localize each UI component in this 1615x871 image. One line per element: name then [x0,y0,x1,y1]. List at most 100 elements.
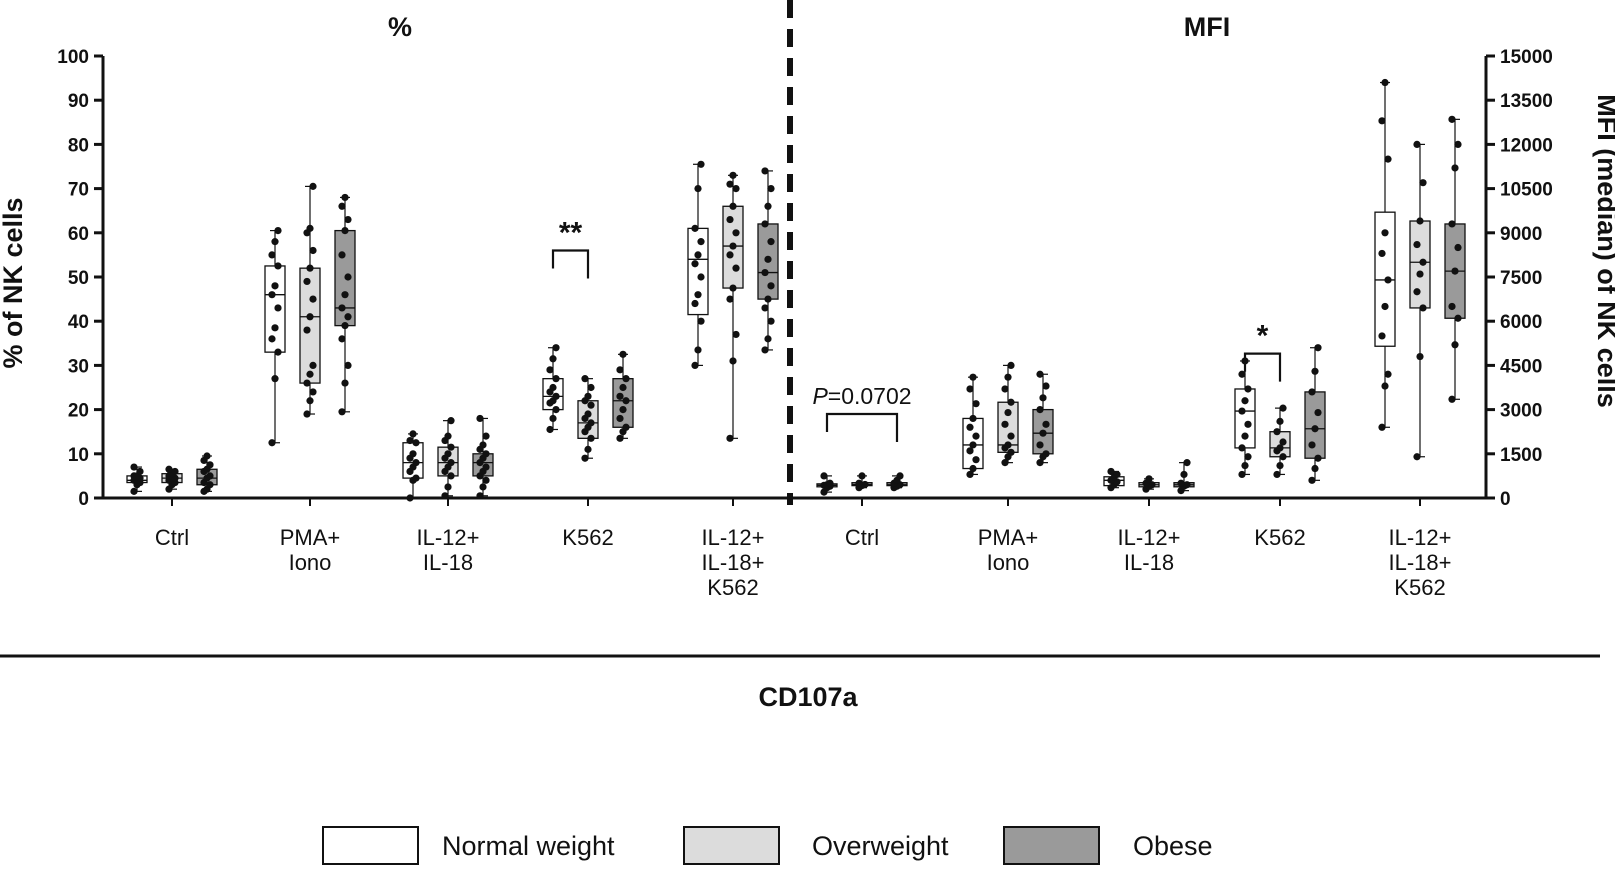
data-point [409,430,417,438]
data-point [1007,432,1015,440]
y-tick-label: 9000 [1500,224,1542,245]
data-point [1384,370,1392,378]
data-point [546,366,554,374]
data-point [1451,164,1459,172]
data-point [1004,408,1012,417]
data-point [1036,406,1044,414]
data-point [1039,429,1047,437]
data-point [972,400,980,408]
data-point [761,220,769,228]
data-point [694,251,702,259]
data-point [1416,270,1424,278]
data-point [1314,454,1322,462]
data-point [306,370,314,378]
category-label: IL-12+ IL-18 [417,525,480,575]
data-point [1416,352,1424,361]
y-tick-label: 15000 [1500,47,1553,68]
panel-title: MFI [1184,12,1231,42]
box-overweight [1269,431,1291,458]
data-point [341,322,349,330]
data-point [476,492,484,500]
data-point [479,483,487,491]
data-point [761,268,769,277]
data-point [171,467,179,476]
y-tick-label: 60 [68,224,89,245]
data-point [1308,476,1316,484]
data-point [274,348,282,356]
category-label: IL-12+ IL-18+ K562 [702,525,765,600]
data-point [1007,361,1015,369]
data-point [306,313,314,321]
data-point [694,185,702,193]
y-axis-label: % of NK cells [0,197,28,368]
significance-label: * [1257,320,1269,353]
data-point [1311,367,1319,375]
data-point [1042,420,1050,428]
data-point [338,202,346,210]
data-point [1381,382,1389,390]
shared-x-label: CD107a [758,682,858,712]
data-point [1448,220,1456,228]
data-point [1308,441,1316,449]
data-point [1241,432,1249,440]
data-point [309,295,317,303]
data-point [406,494,414,502]
data-point [546,425,554,434]
data-point [482,450,490,458]
data-point [584,392,592,400]
y-tick-label: 3000 [1500,401,1542,422]
data-point [406,436,414,445]
data-point [1314,344,1322,352]
data-point [1244,385,1252,393]
data-point [619,383,627,392]
data-point [549,355,557,363]
data-point [306,397,314,405]
data-point [1378,423,1386,431]
data-point [761,346,769,354]
legend-swatch-normal-weight [322,826,419,865]
data-point [444,450,452,458]
data-point [447,459,455,467]
legend-swatch-obese [1003,826,1100,865]
data-point [444,483,452,491]
data-point [1036,459,1044,467]
data-point [587,434,595,442]
data-point [966,385,974,393]
data-point [764,295,772,303]
p-value-label: P=0.0702 [812,383,911,409]
data-point [447,417,455,425]
data-point [1413,140,1421,148]
data-point [1241,397,1249,405]
data-point [1413,453,1421,461]
data-point [549,414,557,423]
data-point [858,472,866,480]
data-point [697,273,705,281]
data-point [552,392,560,400]
data-point [1148,481,1156,489]
data-point [691,361,699,369]
legend-label: Obese [1133,831,1213,861]
data-point [206,481,214,489]
data-point [767,238,775,246]
data-point [1384,155,1392,163]
data-point [306,224,314,232]
data-point [1273,470,1281,479]
data-point [1454,140,1462,148]
data-point [206,461,214,469]
data-point [1001,459,1009,467]
data-point [303,326,311,334]
data-point [584,445,592,453]
data-point [767,317,775,325]
category-label: PMA+ Iono [978,525,1039,575]
data-point [622,423,630,431]
data-point [764,335,772,343]
data-point [1451,341,1459,349]
data-point [1238,470,1246,479]
data-point [1308,388,1316,396]
data-point [767,282,775,290]
data-point [441,492,449,500]
data-point [268,291,276,299]
data-point [549,383,557,392]
data-point [732,330,740,339]
